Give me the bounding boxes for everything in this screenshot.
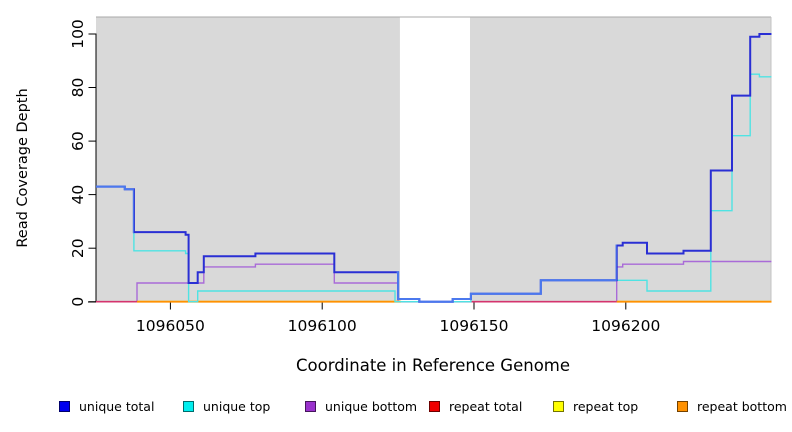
legend-swatch-repeat-top-icon <box>553 401 564 412</box>
x-tick-label: 1096150 <box>439 317 508 335</box>
legend-item-unique-bottom: unique bottom <box>305 400 417 413</box>
legend-swatch-unique-total-icon <box>59 401 70 412</box>
legend-label-repeat-total: repeat total <box>449 399 523 414</box>
masked-region <box>399 17 470 302</box>
x-axis-ticks: 1096050 1096100 1096150 1096200 <box>136 302 660 335</box>
y-tick-label: 20 <box>69 238 87 258</box>
y-tick-label: 60 <box>69 131 87 151</box>
legend-label-unique-bottom: unique bottom <box>325 399 418 414</box>
legend-swatch-unique-bottom-icon <box>305 401 316 412</box>
legend-swatch-repeat-total-icon <box>429 401 440 412</box>
legend-item-unique-total: unique total <box>59 400 154 413</box>
legend-label-repeat-bottom: repeat bottom <box>697 399 787 414</box>
legend-label-repeat-top: repeat top <box>573 399 639 414</box>
y-axis-label: Read Coverage Depth <box>15 88 31 247</box>
legend-item-repeat-bottom: repeat bottom <box>677 400 787 413</box>
series-lines <box>96 33 772 303</box>
x-tick-label: 1096050 <box>136 317 205 335</box>
y-tick-label: 0 <box>69 297 87 307</box>
x-tick-label: 1096200 <box>591 317 660 335</box>
legend-swatch-repeat-bottom-icon <box>677 401 688 412</box>
masked-region-layer <box>399 17 470 302</box>
legend-label-unique-total: unique total <box>79 399 155 414</box>
legend-item-unique-top: unique top <box>183 400 270 413</box>
legend-item-repeat-total: repeat total <box>429 400 522 413</box>
y-tick-label: 100 <box>69 19 87 49</box>
y-tick-label: 40 <box>69 185 87 205</box>
chart-canvas: 0 20 40 60 80 100 1096050 1096100 1096150 109620… <box>15 16 772 375</box>
y-tick-label: 80 <box>69 78 87 98</box>
x-tick-label: 1096100 <box>288 317 357 335</box>
x-axis-label: Coordinate in Reference Genome <box>296 356 570 375</box>
legend-item-repeat-top: repeat top <box>553 400 638 413</box>
legend-label-unique-top: unique top <box>203 399 271 414</box>
legend-swatch-unique-top-icon <box>183 401 194 412</box>
y-axis-ticks: 0 20 40 60 80 100 <box>69 19 96 307</box>
